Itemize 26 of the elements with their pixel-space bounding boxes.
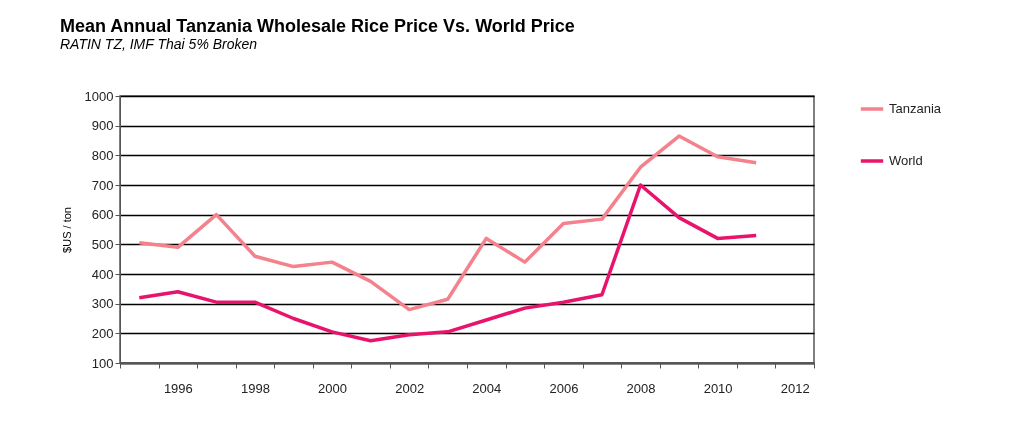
chart-title: Mean Annual Tanzania Wholesale Rice Price Vs. World Price xyxy=(60,16,575,36)
x-tick-label: 2002 xyxy=(395,380,425,396)
y-tick-label: 300 xyxy=(91,296,114,312)
line-series xyxy=(137,134,758,312)
legend-label: Tanzania xyxy=(889,101,942,116)
y-tick-label: 700 xyxy=(91,177,114,193)
y-tick-label: 1000 xyxy=(84,88,114,104)
legend-label: World xyxy=(889,153,923,168)
y-axis-title: $US / ton xyxy=(60,207,73,253)
x-tick-label: 2000 xyxy=(318,380,348,396)
x-tick-label: 2006 xyxy=(549,380,579,396)
x-tick-label: 2004 xyxy=(472,380,502,396)
y-tick-label: 100 xyxy=(91,355,114,371)
x-tick-label: 2012 xyxy=(780,380,810,396)
y-tick-label: 400 xyxy=(91,266,114,282)
x-tick-label: 2010 xyxy=(703,380,733,396)
y-tick-label: 500 xyxy=(91,236,114,252)
y-tick-label: 600 xyxy=(91,207,114,223)
y-tick-label: 800 xyxy=(91,147,114,163)
x-tick-label: 1996 xyxy=(163,380,193,396)
x-tick-label: 1998 xyxy=(240,380,270,396)
x-tick-label: 2008 xyxy=(626,380,656,396)
y-tick-label: 900 xyxy=(91,118,114,134)
chart-subtitle: RATIN TZ, IMF Thai 5% Broken xyxy=(60,36,258,52)
line-series xyxy=(137,183,758,343)
y-tick-label: 200 xyxy=(91,325,114,341)
